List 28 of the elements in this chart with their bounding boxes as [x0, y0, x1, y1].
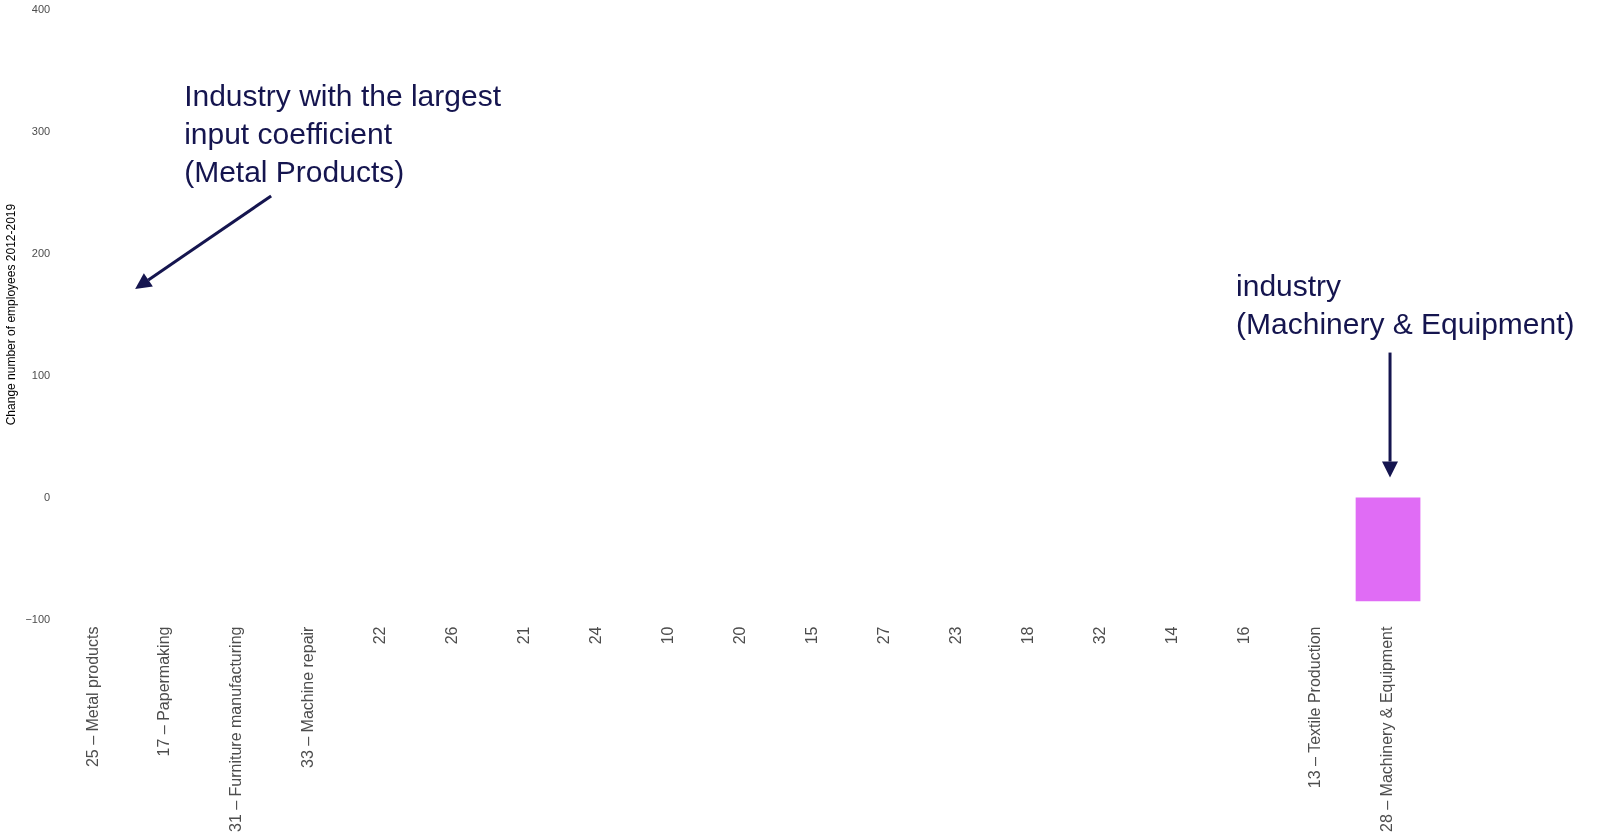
- x-tick-label: 27: [874, 626, 892, 645]
- x-tick-label: 31 – Furniture manufacturing: [227, 626, 245, 833]
- y-tick-label: 200: [31, 246, 51, 259]
- y-tick-label: 300: [31, 124, 51, 137]
- x-tick-label: 26: [443, 626, 461, 645]
- annotation: Industry with the largest input coefficient (Metal Products): [184, 79, 502, 189]
- x-tick-label: 20: [730, 626, 748, 645]
- y-tick-label: −100: [25, 612, 51, 625]
- x-tick-label: 28 – Machinery & Equipment: [1378, 626, 1396, 833]
- x-tick-label: 23: [946, 626, 964, 645]
- x-tick-label: 13 – Textile Production: [1306, 626, 1324, 789]
- x-tick-label: 33 – Machine repair: [299, 625, 317, 768]
- x-tick-label: 17 – Papermaking: [155, 626, 173, 757]
- x-tick-label: 10: [659, 626, 677, 645]
- y-axis-title: Change number of employees 2012-2019: [3, 203, 18, 426]
- x-tick-label: 15: [802, 626, 820, 645]
- x-tick-label: 14: [1162, 626, 1180, 645]
- x-tick-label: 32: [1090, 626, 1108, 645]
- x-tick-label: 16: [1234, 626, 1252, 645]
- y-tick-label: 400: [31, 2, 51, 15]
- x-tick-label: 18: [1018, 626, 1036, 645]
- x-tick-label: 21: [515, 626, 533, 645]
- x-tick-label: 24: [587, 626, 605, 645]
- y-tick-label: 100: [31, 368, 51, 381]
- x-tick-label: 22: [371, 626, 389, 645]
- annotation: industry (Machinery & Equipment): [1236, 268, 1575, 340]
- y-tick-label: 0: [44, 490, 51, 503]
- x-tick-label: 25 – Metal products: [83, 626, 101, 768]
